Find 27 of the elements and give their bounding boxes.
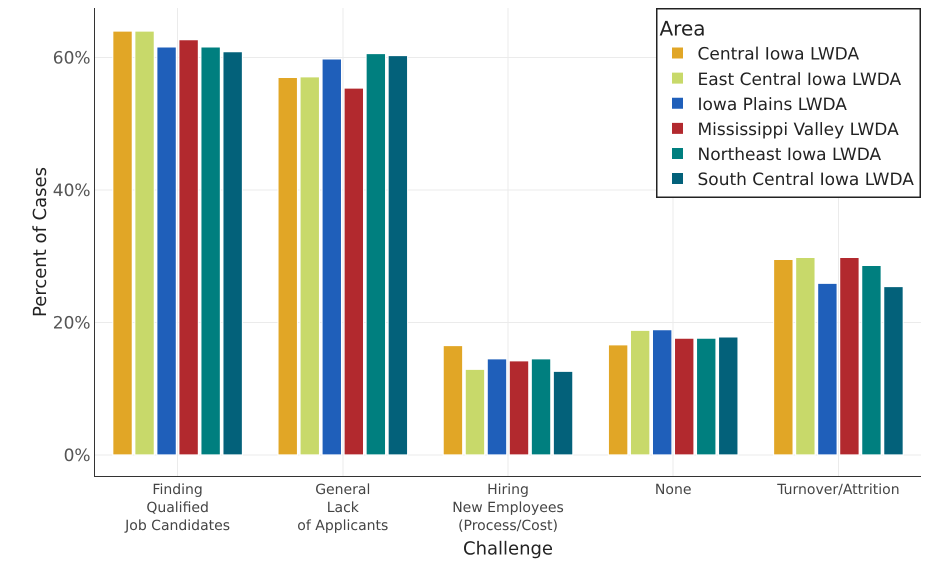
bar [508, 360, 530, 456]
x-tick-label: None [654, 482, 692, 498]
y-axis-title: Percent of Cases [30, 167, 51, 317]
bar [861, 265, 882, 456]
y-tick-label: 20% [52, 313, 91, 334]
y-tick-label: 0% [64, 446, 91, 466]
x-tick-label: Hiring New Employees (Process/Cost) [452, 482, 564, 534]
legend-label: Central Iowa LWDA [698, 44, 860, 65]
legend-label: Northeast Iowa LWDA [698, 145, 882, 166]
x-axis-title: Challenge [463, 538, 553, 560]
x-tick-label: General Lack of Applicants [297, 482, 388, 534]
bar [883, 286, 904, 456]
bar [442, 345, 464, 456]
bar [486, 358, 508, 456]
legend-title: Area [660, 16, 706, 40]
x-tick-label: Finding Qualified Job Candidates [124, 482, 230, 534]
legend-label: Iowa Plains LWDA [698, 94, 848, 115]
legend-label: Mississippi Valley LWDA [698, 120, 900, 140]
bar [112, 30, 133, 456]
bar [552, 370, 574, 456]
bar [530, 358, 552, 456]
y-tick-label: 40% [52, 180, 91, 201]
x-tick-label: Turnover/Attrition [776, 482, 900, 498]
y-tick-label: 60% [52, 48, 91, 69]
legend-label: South Central Iowa LWDA [698, 170, 914, 190]
bar [464, 368, 486, 456]
legend-label: East Central Iowa LWDA [698, 70, 902, 90]
